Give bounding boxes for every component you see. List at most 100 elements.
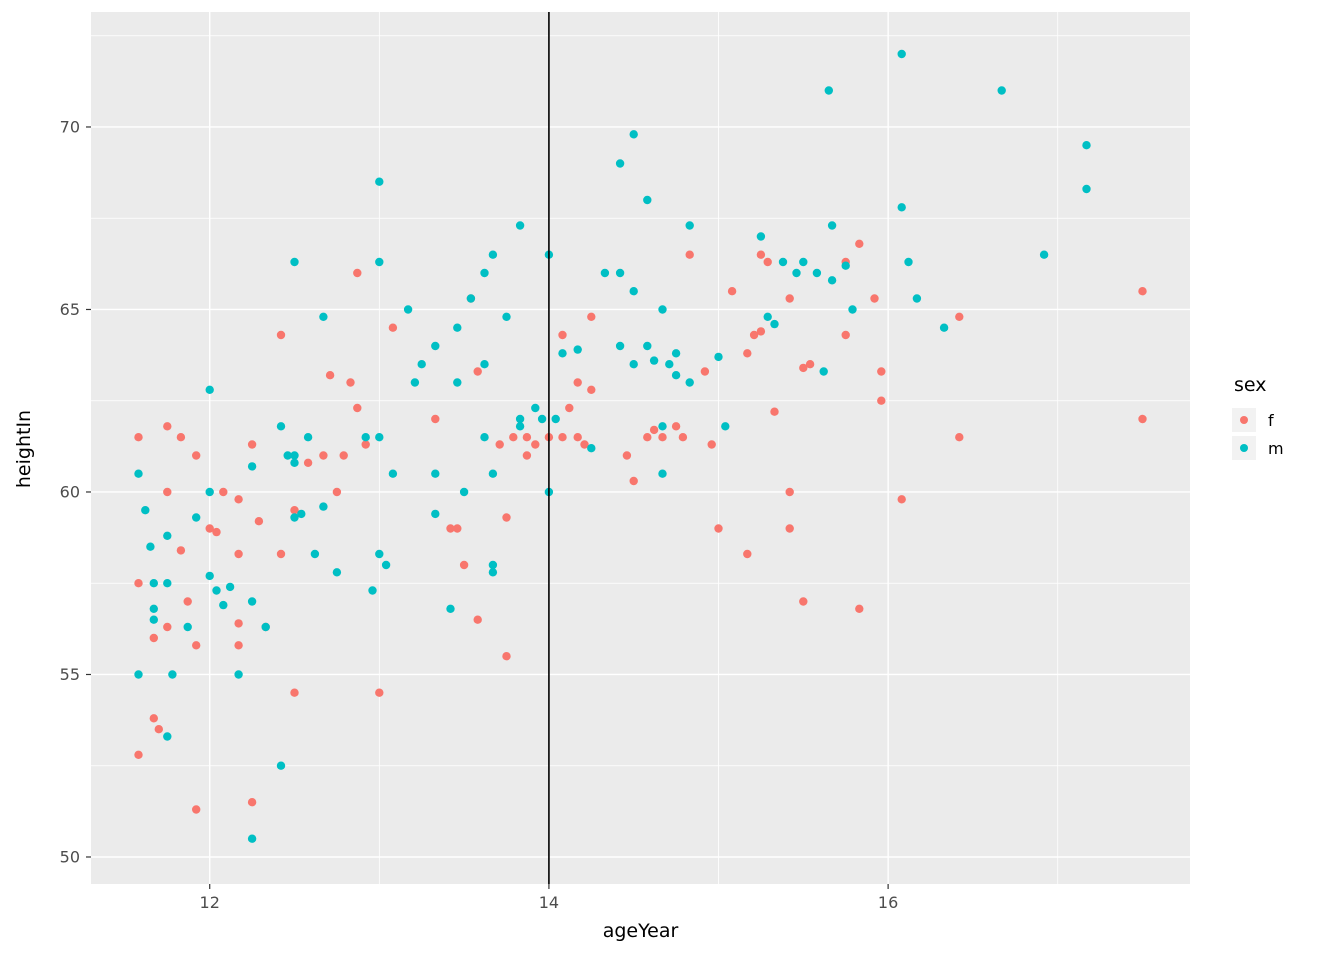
data-point-f — [1138, 414, 1147, 424]
data-point-f — [163, 422, 172, 431]
data-point-f — [855, 239, 864, 248]
data-point-m — [643, 195, 652, 205]
data-point-m — [792, 268, 801, 278]
data-point-m — [410, 378, 420, 387]
data-point-m — [756, 232, 766, 241]
data-point-m — [205, 385, 214, 394]
data-point-f — [658, 433, 667, 442]
data-point-f — [276, 549, 286, 559]
legend-label-m: m — [1268, 438, 1284, 458]
data-point-f — [290, 506, 299, 515]
data-point-f — [841, 330, 850, 340]
data-point-m — [912, 294, 922, 303]
y-tick-label: 70 — [60, 117, 80, 136]
data-point-m — [488, 250, 498, 259]
legend-entry-m: m — [1232, 436, 1284, 460]
legend-label-f: f — [1268, 410, 1274, 430]
data-point-m — [714, 352, 723, 362]
data-point-m — [283, 451, 292, 460]
data-point-m — [649, 356, 659, 365]
data-point-m — [629, 130, 638, 139]
data-point-m — [671, 371, 681, 380]
y-tick-label: 50 — [60, 847, 80, 866]
data-point-m — [812, 268, 822, 278]
data-point-m — [261, 622, 270, 632]
data-point-m — [502, 312, 511, 321]
data-point-f — [212, 527, 221, 537]
data-point-f — [700, 367, 710, 376]
data-point-m — [431, 469, 440, 478]
data-point-m — [310, 549, 320, 559]
data-point-m — [431, 341, 440, 351]
data-point-m — [431, 509, 440, 519]
data-point-f — [714, 524, 723, 533]
data-point-m — [149, 604, 158, 613]
legend-title: sex — [1234, 374, 1267, 396]
data-point-f — [509, 433, 518, 442]
data-point-f — [325, 371, 335, 380]
data-point-m — [537, 414, 547, 424]
data-point-f — [573, 433, 582, 442]
data-point-m — [515, 422, 525, 431]
data-point-m — [515, 414, 525, 424]
data-point-m — [183, 622, 192, 632]
data-point-f — [671, 422, 681, 431]
data-point-m — [827, 276, 837, 285]
data-point-f — [234, 495, 243, 504]
y-tick-label: 65 — [60, 300, 80, 319]
data-point-f — [756, 250, 766, 259]
legend-key-m — [1232, 436, 1256, 460]
data-point-m — [375, 177, 384, 186]
data-point-f — [785, 294, 794, 303]
data-point-f — [685, 250, 694, 259]
data-point-f — [678, 433, 688, 442]
data-point-m — [573, 345, 582, 354]
data-point-m — [290, 257, 299, 267]
data-point-m — [848, 305, 857, 314]
data-point-m — [841, 261, 850, 270]
data-point-f — [247, 798, 257, 807]
data-point-m — [247, 597, 257, 606]
data-point-m — [643, 341, 652, 351]
data-point-f — [473, 367, 482, 376]
data-point-m — [629, 360, 638, 369]
legend-entry-f: f — [1232, 408, 1284, 432]
plot-panel — [91, 12, 1190, 884]
data-point-m — [303, 433, 313, 442]
data-point-f — [799, 597, 808, 606]
data-point-f — [446, 524, 455, 533]
data-point-m — [375, 257, 384, 267]
data-point-m — [247, 834, 257, 843]
data-point-m — [615, 159, 625, 168]
data-point-m — [453, 323, 462, 332]
data-point-m — [587, 444, 596, 453]
data-point-f — [727, 287, 737, 296]
data-point-m — [939, 323, 949, 332]
data-point-m — [168, 670, 177, 679]
data-point-f — [319, 451, 328, 460]
data-point-m — [558, 349, 567, 358]
data-point-m — [149, 615, 158, 624]
data-point-f — [643, 433, 652, 442]
data-point-m — [819, 367, 828, 376]
data-point-f — [134, 433, 143, 442]
data-point-m — [192, 513, 201, 522]
data-point-f — [785, 524, 794, 533]
data-point-f — [192, 805, 201, 814]
data-point-m — [531, 403, 540, 413]
data-point-m — [480, 268, 489, 278]
data-point-f — [375, 688, 384, 697]
data-point-f — [303, 458, 313, 467]
x-tick-label: 12 — [200, 893, 220, 912]
data-point-m — [658, 305, 667, 314]
data-point-m — [600, 268, 610, 278]
data-point-f — [459, 560, 469, 570]
data-point-m — [375, 433, 384, 442]
data-point-m — [205, 571, 214, 581]
data-point-m — [134, 469, 143, 478]
data-point-f — [749, 330, 759, 340]
data-point-m — [799, 257, 808, 267]
data-point-m — [134, 670, 143, 679]
